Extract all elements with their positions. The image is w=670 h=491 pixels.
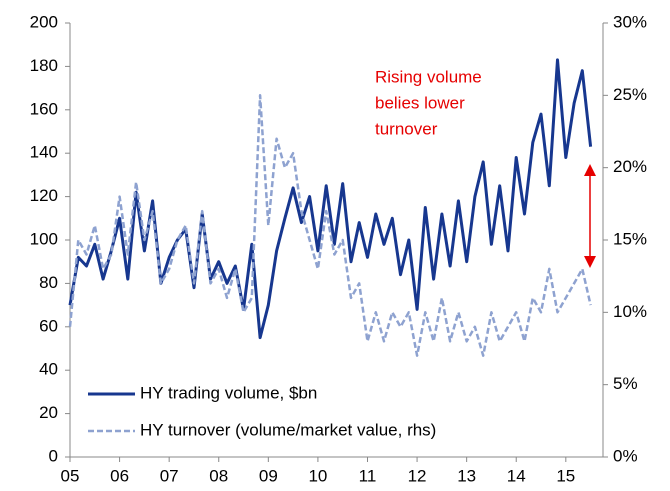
- annotation-text: turnover: [375, 119, 438, 138]
- y2-tick-label: 10%: [613, 302, 647, 321]
- series-line: [68, 58, 593, 340]
- y2-tick-label: 20%: [613, 157, 647, 176]
- y2-tick-label: 30%: [613, 12, 647, 31]
- y-tick-label: 200: [30, 12, 58, 31]
- annotation-text: Rising volume: [375, 67, 482, 86]
- y-tick-label: 60: [39, 316, 58, 335]
- y-tick-label: 80: [39, 273, 58, 292]
- x-tick-label: 09: [259, 466, 278, 485]
- y2-tick-label: 0%: [613, 446, 638, 465]
- x-tick-label: 05: [61, 466, 80, 485]
- y-tick-label: 160: [30, 99, 58, 118]
- x-tick-label: 06: [110, 466, 129, 485]
- y-tick-label: 0: [49, 446, 58, 465]
- legend-label: HY trading volume, $bn: [140, 383, 317, 402]
- y2-tick-label: 15%: [613, 229, 647, 248]
- x-tick-label: 11: [359, 466, 377, 485]
- x-tick-label: 14: [507, 466, 526, 485]
- y2-tick-label: 5%: [613, 374, 638, 393]
- x-tick-label: 15: [556, 466, 575, 485]
- legend-label: HY turnover (volume/market value, rhs): [140, 420, 436, 439]
- x-tick-label: 12: [408, 466, 427, 485]
- y-tick-label: 40: [39, 360, 58, 379]
- x-tick-label: 07: [160, 466, 179, 485]
- y2-tick-label: 25%: [613, 85, 647, 104]
- x-tick-label: 13: [457, 466, 476, 485]
- series-line: [68, 94, 592, 357]
- y-tick-label: 20: [39, 403, 58, 422]
- y-tick-label: 180: [30, 56, 58, 75]
- annotation: Rising volume belies lower turnover: [375, 67, 482, 138]
- annotation-text: belies lower: [375, 93, 465, 112]
- y-tick-label: 100: [30, 229, 58, 248]
- y-tick-label: 120: [30, 186, 58, 205]
- x-tick-label: 08: [209, 466, 228, 485]
- x-tick-label: 10: [308, 466, 327, 485]
- y-tick-label: 140: [30, 143, 58, 162]
